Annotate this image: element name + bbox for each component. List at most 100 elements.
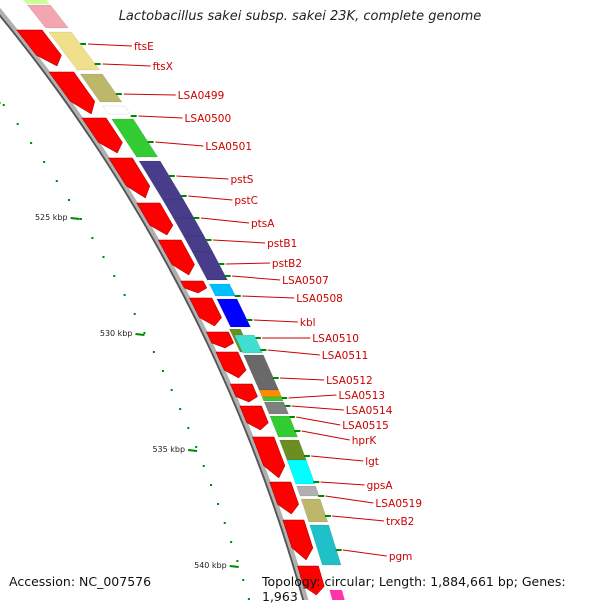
scale-dot (43, 161, 45, 163)
gene-label-lsa0512[interactable]: LSA0512 (326, 375, 373, 387)
gene-block-lgt (279, 440, 306, 460)
gene-label-lsa0510[interactable]: LSA0510 (312, 333, 359, 345)
scale-dot (102, 256, 104, 258)
gene-block-lsa0514 (262, 397, 283, 401)
gene-callout-line (311, 456, 363, 461)
gene-label-kbl[interactable]: kbl (300, 317, 316, 329)
gene-label-lsa0508[interactable]: LSA0508 (296, 293, 343, 305)
gene-callout-line (292, 406, 344, 410)
gene-label-lsa0507[interactable]: LSA0507 (282, 275, 329, 287)
gene-label-lsa0501[interactable]: LSA0501 (205, 141, 252, 153)
kbp-tick (135, 334, 144, 335)
gene-label-psts[interactable]: pstS (230, 174, 253, 186)
gene-block-lsa0515 (264, 402, 288, 414)
scale-dot (134, 313, 136, 315)
scale-dot (30, 142, 32, 144)
gene-callout-line (103, 64, 151, 66)
scale-dot (179, 408, 181, 410)
gene-block-pstc (163, 200, 194, 218)
gene-block-kbl (217, 299, 251, 327)
gene-label-lgt[interactable]: lgt (365, 456, 379, 468)
scale-dot (143, 332, 145, 334)
scale-dot (224, 522, 226, 524)
gene-block-lsa0513 (259, 390, 281, 397)
kbp-tick (230, 566, 239, 567)
gene-block-ftse (27, 5, 68, 28)
gene-label-ftsx[interactable]: ftsX (153, 61, 173, 73)
gene-callout-line (296, 417, 340, 425)
kbp-label: 535 kbp (152, 445, 185, 454)
gene-label-hprk[interactable]: hprK (352, 435, 378, 447)
gene-label-pstb2[interactable]: pstB2 (272, 258, 302, 270)
gene-label-lsa0514[interactable]: LSA0514 (346, 405, 393, 417)
gene-label-lsa0511[interactable]: LSA0511 (322, 350, 369, 362)
gene-label-lsa0519[interactable]: LSA0519 (375, 498, 422, 510)
gene-block-trxb2 (301, 499, 328, 522)
gene-callout-line (201, 218, 249, 223)
gene-label-ptsa[interactable]: ptsA (251, 218, 275, 230)
scale-dot (203, 465, 205, 467)
gene-block-lsa0508 (209, 284, 235, 296)
scale-dot (162, 370, 164, 372)
gene-block-ptsa (173, 218, 204, 236)
gene-block-hprk (270, 416, 298, 437)
gene-label-pstc[interactable]: pstC (234, 195, 258, 207)
gene-callout-line (213, 240, 265, 243)
gene-callout-line (288, 395, 336, 398)
accession-text: Accession: NC_007576 (9, 574, 151, 589)
gene-callout-line (332, 516, 384, 521)
gene-block-pstb2 (192, 252, 227, 280)
gene-callout-line (302, 431, 350, 440)
gene-callout-line (232, 276, 280, 280)
gene-label-ftse[interactable]: ftsE (134, 41, 154, 53)
scale-dot (124, 294, 126, 296)
gene-label-lsa0500[interactable]: LSA0500 (185, 113, 232, 125)
scale-dot (217, 503, 219, 505)
gene-block-lsa0519 (297, 486, 320, 496)
gene-callout-line (188, 196, 232, 200)
scale-dot (171, 389, 173, 391)
scale-dot (113, 275, 115, 277)
gene-callout-line (321, 482, 365, 485)
scale-dot (242, 579, 244, 581)
gene-label-gpsa[interactable]: gpsA (367, 480, 394, 492)
scale-dot (80, 218, 82, 220)
kbp-label: 530 kbp (100, 329, 133, 338)
gene-callout-line (88, 44, 132, 46)
gene-block-pgm (310, 525, 341, 565)
gene-callout-line (343, 550, 387, 556)
gene-callout-line (254, 320, 298, 322)
gene-callout-line (325, 496, 373, 503)
gene-block-gpsa (287, 460, 315, 484)
kbp-label: 525 kbp (35, 213, 68, 222)
gene-label-lsa0513[interactable]: LSA0513 (338, 390, 385, 402)
scale-dot (195, 446, 197, 448)
scale-dot (3, 104, 5, 106)
gene-callout-line (280, 378, 324, 380)
scale-dot (56, 180, 58, 182)
scale-dot (230, 541, 232, 543)
scale-dot (187, 427, 189, 429)
backbone-line (0, 0, 312, 600)
gene-label-lsa0499[interactable]: LSA0499 (178, 90, 225, 102)
gene-label-pstb1[interactable]: pstB1 (267, 238, 297, 250)
gene-callout-line (268, 350, 320, 355)
kbp-tick (71, 218, 80, 219)
scale-dot (91, 237, 93, 239)
scale-dot (68, 199, 70, 201)
gene-label-trxb2[interactable]: trxB2 (386, 516, 414, 528)
gene-block-pstb1 (184, 236, 213, 252)
scale-dot (210, 484, 212, 486)
gene-callout-line (176, 176, 228, 179)
backbone-shadow (0, 0, 309, 600)
kbp-label: 540 kbp (194, 561, 227, 570)
gene-callout-line (124, 94, 176, 95)
kbp-tick (188, 450, 197, 451)
gene-callout-line (242, 296, 294, 298)
gene-label-lsa0515[interactable]: LSA0515 (342, 420, 389, 432)
gene-label-pgm[interactable]: pgm (389, 551, 413, 563)
gene-callout-line (139, 116, 183, 118)
scale-dot (236, 560, 238, 562)
scale-dot (17, 123, 19, 125)
